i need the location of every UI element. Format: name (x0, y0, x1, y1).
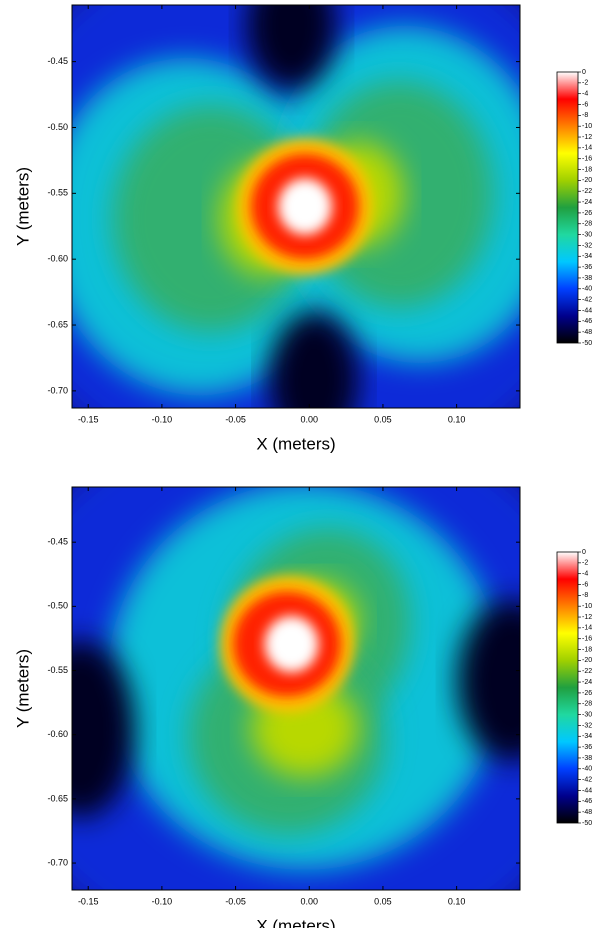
x-tick-label: -0.15 (78, 896, 99, 906)
y-tick-label: -0.55 (47, 188, 68, 198)
colorbar-tick-label: -20 (582, 177, 592, 184)
field-region (278, 178, 332, 235)
colorbar-tick-label: -4 (582, 571, 588, 578)
colorbar-tick-label: -24 (582, 679, 592, 686)
colorbar-tick-label: -4 (582, 91, 588, 98)
colorbar-tick-label: -28 (582, 701, 592, 708)
y-axis-label: Y (meters) (13, 649, 32, 728)
x-tick-label: 0.05 (374, 414, 392, 424)
colorbar-tick-label: -20 (582, 657, 592, 664)
colorbar-tick-label: -30 (582, 231, 592, 238)
colorbar-tick-label: -10 (582, 123, 592, 130)
colorbar-tick-label: -46 (582, 798, 592, 805)
colorbar-tick-label: -42 (582, 296, 592, 303)
colorbar-tick-label: -42 (582, 776, 592, 783)
chart-panel: -0.15 -0.10 -0.05 0.00 0.05 0.10 -0.45 -0.50 -0.… (13, 4, 592, 453)
x-axis-label: X (meters) (256, 916, 335, 928)
field-region (457, 599, 520, 762)
plot-frame (71, 4, 521, 409)
y-tick-label: -0.45 (47, 56, 68, 66)
y-axis-label: Y (meters) (13, 167, 32, 246)
y-tick-label: -0.60 (47, 729, 68, 739)
chart-panel: -0.15 -0.10 -0.05 0.00 0.05 0.10 -0.45 -0.50 -0.… (13, 486, 592, 928)
y-tick-label: -0.50 (47, 601, 68, 611)
colorbar-tick-label: -48 (582, 329, 592, 336)
field-region (269, 311, 359, 408)
colorbar (556, 551, 579, 824)
colorbar-tick-label: -14 (582, 625, 592, 632)
colorbar-tick-label: -38 (582, 755, 592, 762)
colorbar-tick-label: -22 (582, 668, 592, 675)
y-tick-label: -0.60 (47, 254, 68, 264)
colorbar-tick-label: -30 (582, 711, 592, 718)
plot-frame (71, 486, 521, 891)
colorbar-tick-label: -8 (582, 592, 588, 599)
colorbar-tick-label: 0 (582, 69, 586, 76)
colorbar-tick-label: -48 (582, 809, 592, 816)
x-tick-label: -0.15 (78, 414, 99, 424)
colorbar-tick-label: -36 (582, 264, 592, 271)
x-tick-label: 0.05 (374, 896, 392, 906)
x-tick-label: -0.10 (152, 896, 173, 906)
y-tick-label: -0.50 (47, 122, 68, 132)
heatmap-field (72, 5, 520, 408)
colorbar-tick-label: -6 (582, 101, 588, 108)
colorbar-tick-label: -32 (582, 242, 592, 249)
x-tick-label: -0.05 (225, 896, 246, 906)
colorbar-tick-label: -50 (582, 820, 592, 827)
colorbar-tick-label: -24 (582, 199, 592, 206)
colorbar-tick-label: -46 (582, 318, 592, 325)
x-axis-label: X (meters) (256, 434, 335, 453)
colorbar-tick-label: -26 (582, 690, 592, 697)
colorbar-tick-label: -6 (582, 581, 588, 588)
y-tick-label: -0.55 (47, 665, 68, 675)
colorbar-tick-label: -44 (582, 787, 592, 794)
x-tick-label: -0.10 (152, 414, 173, 424)
colorbar-tick-label: -22 (582, 188, 592, 195)
colorbar-tick-label: -40 (582, 766, 592, 773)
y-tick-label: -0.70 (47, 385, 68, 395)
y-tick-label: -0.65 (47, 319, 68, 329)
colorbar-tick-label: -34 (582, 253, 592, 260)
colorbar-tick-label: -12 (582, 134, 592, 141)
y-tick-label: -0.70 (47, 857, 68, 867)
colorbar-tick-label: 0 (582, 549, 586, 556)
x-tick-label: 0.10 (448, 414, 466, 424)
field-region (246, 5, 337, 90)
colorbar-tick-label: -26 (582, 210, 592, 217)
x-tick-label: 0.00 (300, 896, 318, 906)
colorbar-tick-label: -16 (582, 636, 592, 643)
colorbar-tick-label: -16 (582, 156, 592, 163)
colorbar-tick-label: -12 (582, 614, 592, 621)
y-tick-label: -0.65 (47, 793, 68, 803)
colorbar-tick-label: -34 (582, 733, 592, 740)
colorbar-tick-label: -36 (582, 744, 592, 751)
colorbar-tick-label: -38 (582, 275, 592, 282)
x-tick-label: -0.05 (225, 414, 246, 424)
colorbar-tick-label: -2 (582, 80, 588, 87)
colorbar-tick-label: -32 (582, 722, 592, 729)
colorbar-tick-label: -50 (582, 340, 592, 347)
x-tick-label: 0.00 (300, 414, 318, 424)
colorbar-tick-label: -2 (582, 560, 588, 567)
colorbar-tick-label: -14 (582, 145, 592, 152)
colorbar-tick-label: -40 (582, 286, 592, 293)
colorbar-tick-label: -18 (582, 646, 592, 653)
heatmap-field (72, 487, 520, 890)
colorbar-tick-label: -44 (582, 307, 592, 314)
colorbar (556, 71, 579, 344)
x-tick-label: 0.10 (448, 896, 466, 906)
field-region (72, 640, 135, 818)
colorbar-tick-label: -8 (582, 112, 588, 119)
colorbar-tick-label: -28 (582, 221, 592, 228)
colorbar-tick-label: -18 (582, 166, 592, 173)
colorbar-tick-label: -10 (582, 603, 592, 610)
field-region (264, 615, 319, 673)
y-tick-label: -0.45 (47, 537, 68, 547)
